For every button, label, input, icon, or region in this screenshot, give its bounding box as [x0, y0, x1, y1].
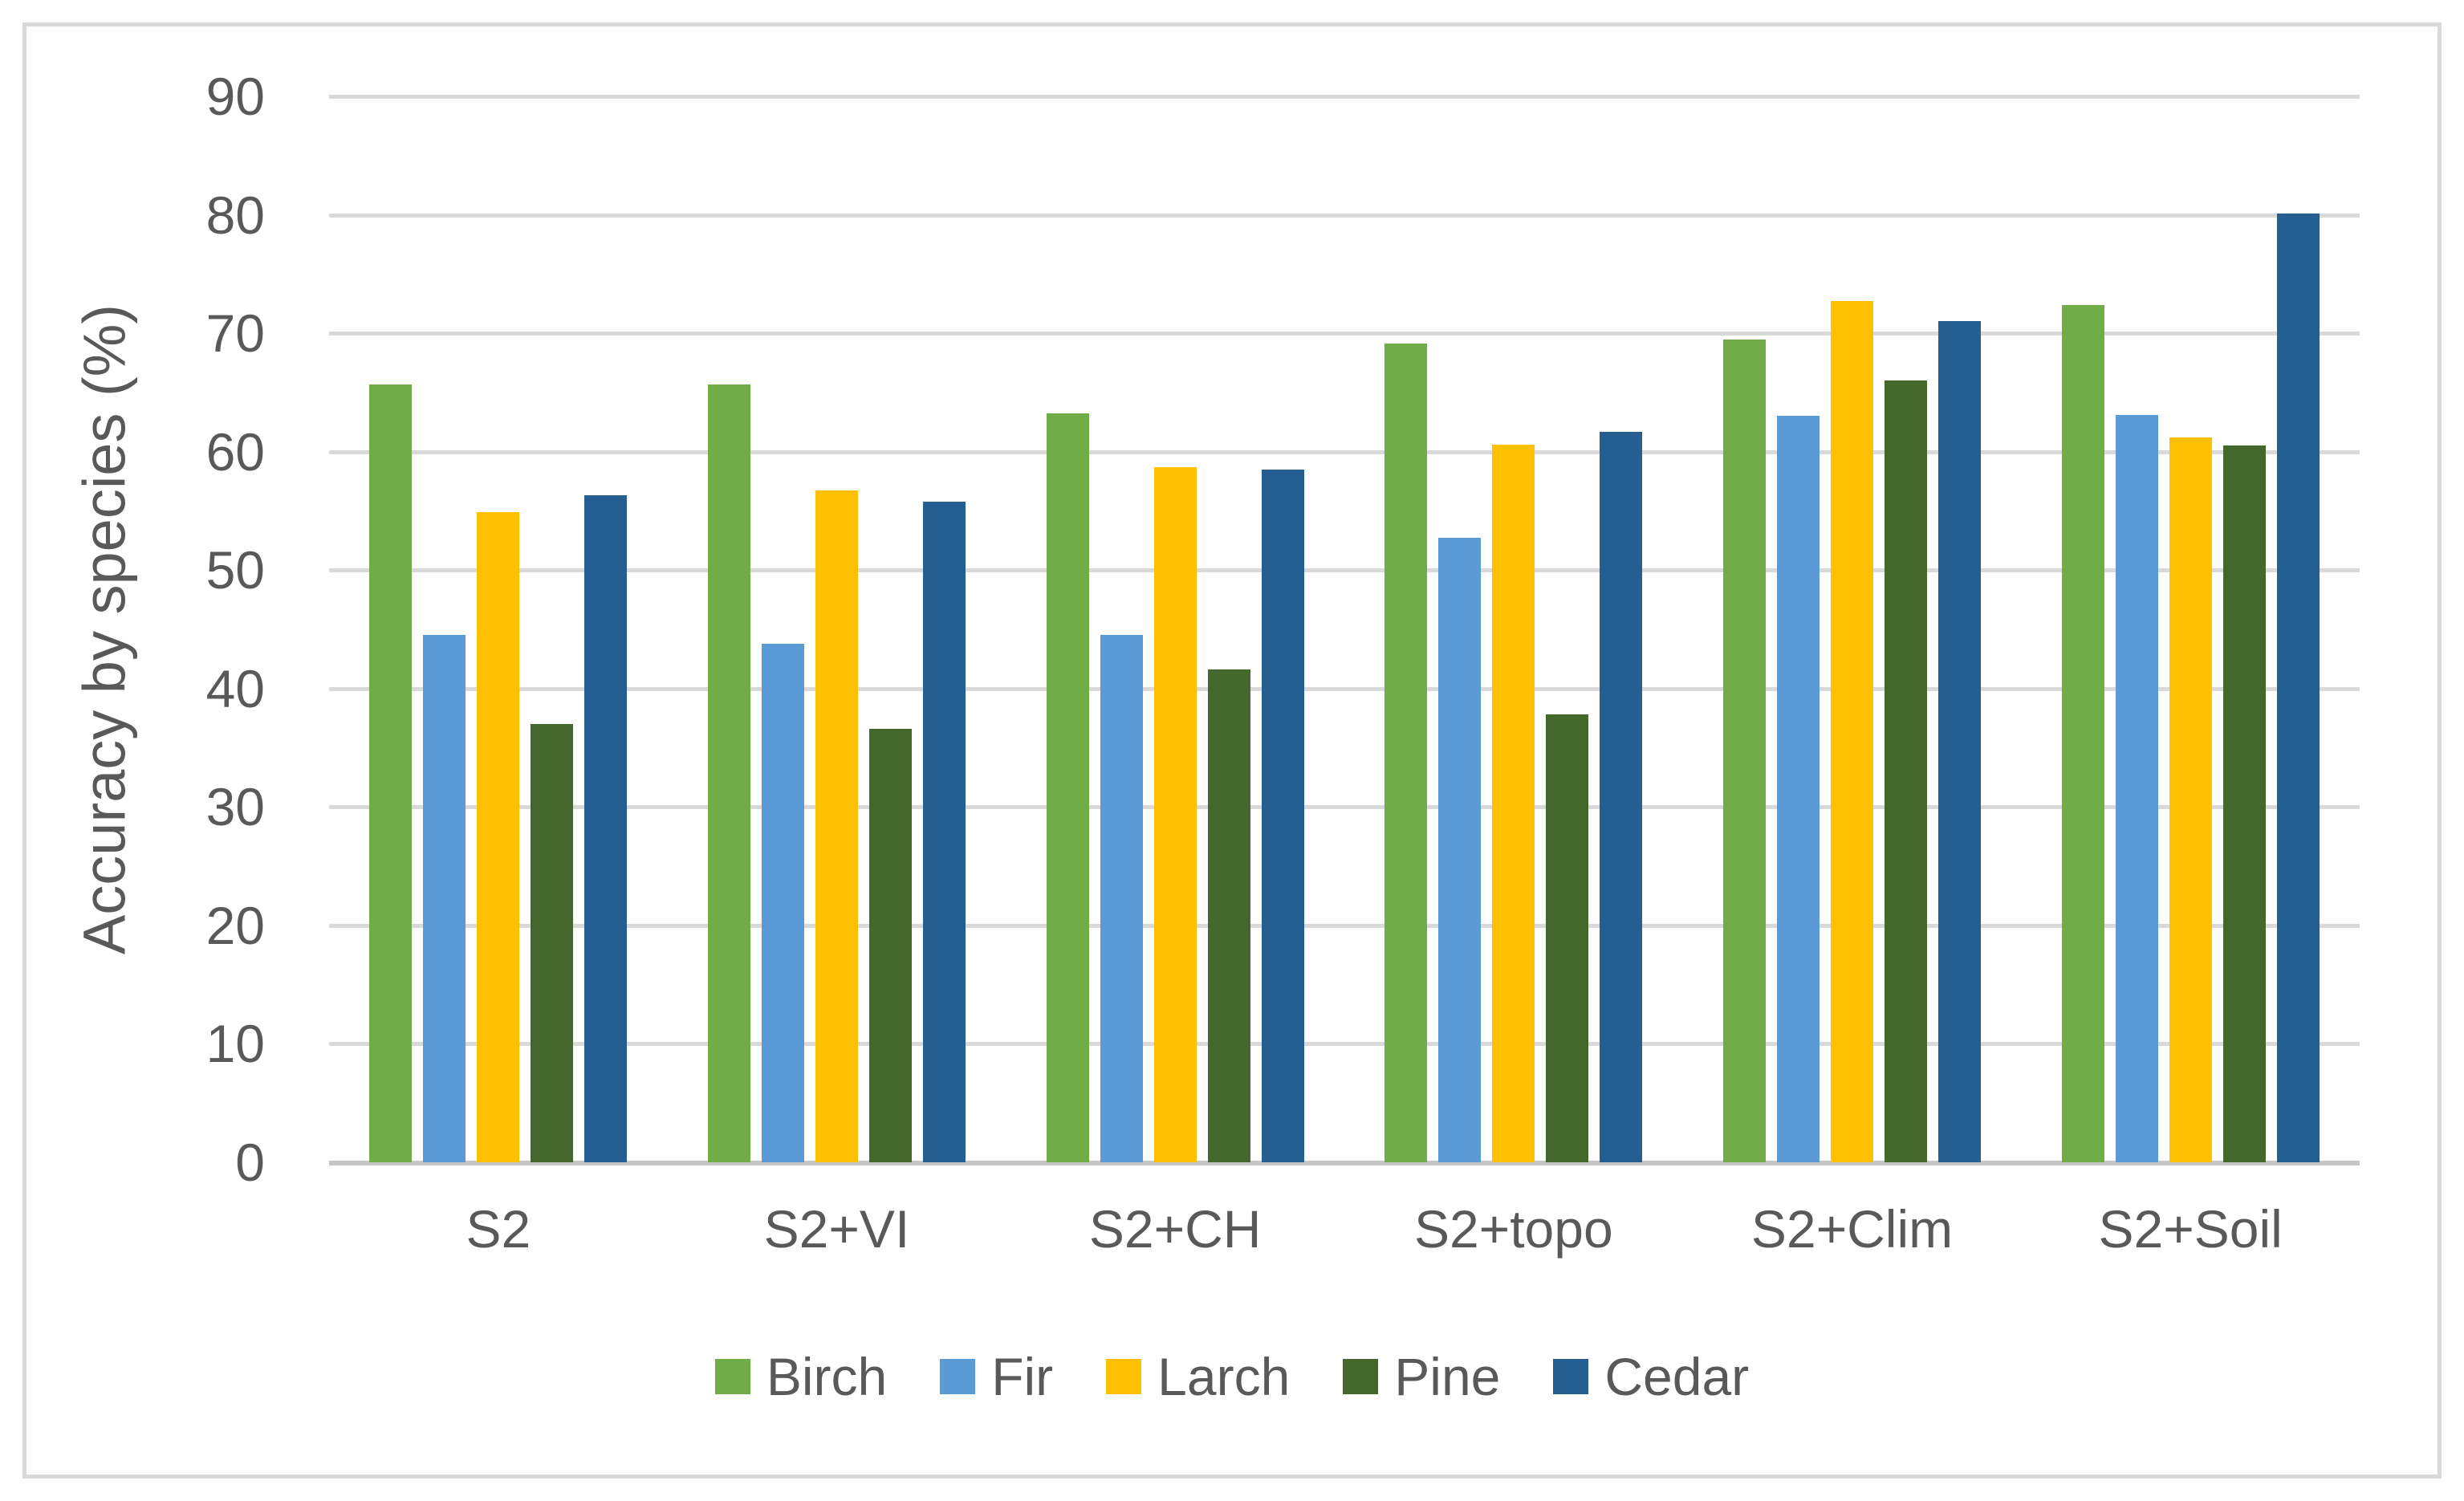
x-axis-line	[329, 1161, 2360, 1165]
bar-cedar-s2+vi	[923, 501, 966, 1162]
bar-birch-s2	[369, 384, 413, 1162]
x-category-label-s2+soil: S2+Soil	[2098, 1199, 2283, 1259]
y-tick-label: 80	[205, 185, 265, 245]
legend-swatch-icon	[1553, 1359, 1589, 1394]
y-tick-label: 50	[205, 540, 265, 600]
y-tick-label: 40	[205, 658, 265, 718]
gridline	[329, 332, 2360, 336]
gridline	[329, 1042, 2360, 1047]
legend-label: Larch	[1157, 1347, 1291, 1406]
bar-fir-s2+soil	[2115, 414, 2158, 1162]
legend-swatch-icon	[1343, 1359, 1379, 1394]
legend-item-larch: Larch	[1106, 1350, 1290, 1403]
bar-fir-s2+ch	[1100, 635, 1143, 1162]
legend-label: Fir	[991, 1347, 1054, 1406]
x-category-label-s2+vi: S2+VI	[763, 1199, 910, 1259]
x-category-label-s2+clim: S2+Clim	[1750, 1199, 1954, 1259]
bar-pine-s2+topo	[1546, 714, 1589, 1162]
legend-swatch-icon	[1106, 1359, 1142, 1394]
bar-fir-s2+topo	[1438, 538, 1482, 1162]
bar-cedar-s2+soil	[2276, 214, 2320, 1162]
bar-larch-s2+topo	[1492, 444, 1535, 1162]
legend: Birch Fir Larch Pine Cedar	[0, 1350, 2464, 1403]
bar-pine-s2+soil	[2222, 445, 2266, 1162]
bar-birch-s2+topo	[1384, 344, 1428, 1162]
bar-larch-s2	[477, 511, 520, 1162]
x-category-label-s2+ch: S2+CH	[1088, 1199, 1262, 1259]
bar-fir-s2	[423, 635, 466, 1162]
x-category-label-s2: S2	[466, 1199, 531, 1259]
x-category-label-s2+topo: S2+topo	[1413, 1199, 1613, 1259]
y-axis-title: Accuracy by species (%)	[71, 303, 138, 955]
bar-cedar-s2+ch	[1261, 469, 1304, 1162]
bar-larch-s2+vi	[815, 490, 858, 1162]
legend-label: Cedar	[1604, 1347, 1750, 1406]
gridline	[329, 449, 2360, 454]
bar-pine-s2+clim	[1885, 380, 1927, 1162]
gridline	[329, 213, 2360, 218]
legend-item-pine: Pine	[1343, 1350, 1500, 1403]
bar-pine-s2	[531, 724, 574, 1162]
bar-cedar-s2+topo	[1600, 431, 1643, 1162]
bar-birch-s2+clim	[1723, 339, 1766, 1162]
bar-cedar-s2+clim	[1938, 321, 1981, 1162]
legend-label: Pine	[1394, 1347, 1501, 1406]
gridline	[329, 686, 2360, 691]
legend-swatch-icon	[940, 1359, 976, 1394]
y-tick-label: 20	[205, 895, 265, 955]
gridline	[329, 923, 2360, 928]
y-tick-label: 30	[205, 777, 265, 837]
gridline	[329, 95, 2360, 99]
y-tick-label: 60	[205, 421, 265, 482]
gridline	[329, 805, 2360, 810]
y-tick-label: 10	[205, 1014, 265, 1074]
bar-birch-s2+ch	[1046, 413, 1089, 1162]
bar-birch-s2+vi	[708, 384, 750, 1162]
bar-larch-s2+ch	[1153, 466, 1197, 1162]
bar-larch-s2+clim	[1831, 301, 1873, 1162]
gridline	[329, 568, 2360, 573]
y-tick-label: 0	[235, 1133, 265, 1192]
bar-fir-s2+clim	[1777, 416, 1820, 1162]
legend-item-cedar: Cedar	[1553, 1350, 1749, 1403]
legend-item-birch: Birch	[714, 1347, 888, 1406]
bar-fir-s2+vi	[762, 643, 804, 1162]
legend-item-fir: Fir	[940, 1350, 1053, 1403]
bar-cedar-s2	[584, 495, 628, 1162]
chart-frame-border	[22, 22, 2442, 1479]
bar-birch-s2+soil	[2061, 304, 2104, 1162]
bar-pine-s2+ch	[1207, 669, 1250, 1162]
legend-swatch-icon	[714, 1359, 750, 1394]
bar-pine-s2+vi	[869, 728, 912, 1162]
bar-larch-s2+soil	[2169, 437, 2212, 1162]
plot-area	[329, 95, 2360, 1165]
y-tick-label: 90	[205, 67, 265, 126]
legend-label: Birch	[766, 1347, 888, 1406]
y-tick-label: 70	[205, 303, 265, 364]
